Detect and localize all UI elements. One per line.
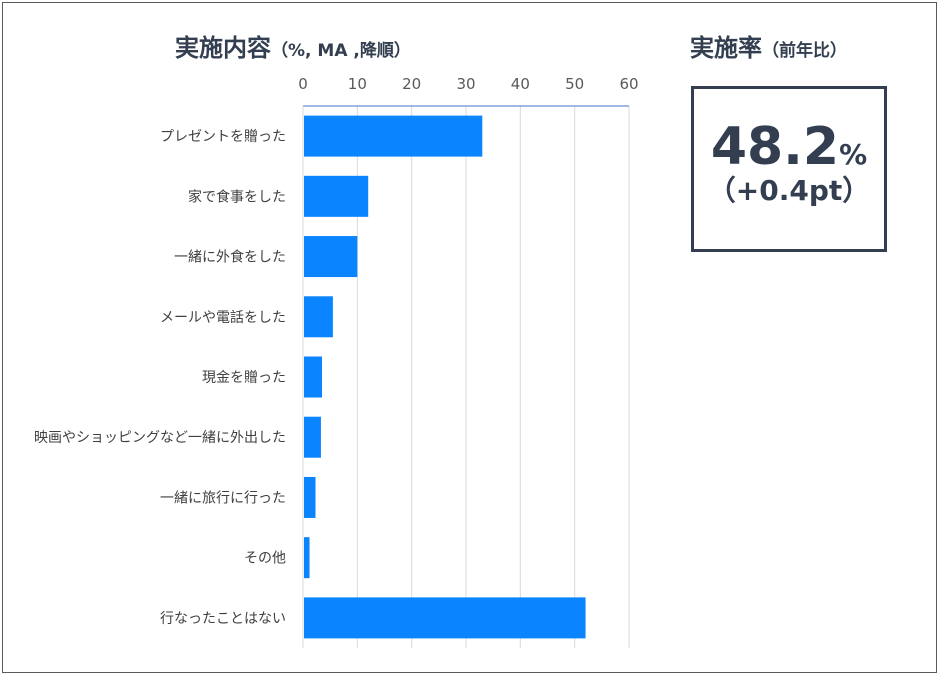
bar-1: [304, 175, 369, 217]
chart-title-suffix: （%, MA ,降順）: [271, 41, 411, 61]
rate-value: 48.2%: [694, 119, 884, 175]
rate-change: （+0.4pt）: [707, 174, 871, 207]
x-tick-label-3: 30: [456, 75, 475, 93]
bar-4: [304, 356, 323, 398]
rate-box: 48.2% （+0.4pt）: [691, 86, 887, 252]
bar-2: [304, 236, 358, 278]
x-tick-label-5: 50: [565, 75, 584, 93]
category-label-3: メールや電話をした: [160, 309, 286, 326]
bar-6: [304, 476, 316, 518]
chart-title: 実施内容（%, MA ,降順）: [175, 28, 475, 63]
category-label-8: 行なったことはない: [160, 611, 286, 627]
x-tick-label-4: 40: [511, 75, 530, 93]
bar-0: [304, 115, 483, 157]
x-tick-label-1: 10: [348, 75, 367, 93]
bar-5: [304, 416, 321, 458]
x-tick-label-2: 20: [402, 75, 421, 93]
category-label-6: 一緒に旅行に行った: [160, 490, 286, 506]
rate-value-number: 48.2: [710, 117, 840, 177]
category-label-1: 家で食事をした: [188, 188, 286, 205]
chart-title-main: 実施内容: [175, 34, 271, 62]
category-label-4: 現金を贈った: [202, 370, 286, 386]
rate-title-main: 実施率: [690, 34, 762, 62]
rate-title-suffix: （前年比）: [762, 41, 847, 61]
category-label-2: 一緒に外食をした: [174, 249, 286, 266]
bar-7: [304, 537, 310, 579]
category-label-7: その他: [244, 551, 286, 567]
bar-3: [304, 296, 333, 338]
category-label-5: 映画やショッピングなど一緒に外出した: [34, 430, 286, 446]
rate-value-unit: %: [839, 138, 868, 171]
x-tick-label-6: 60: [619, 75, 638, 93]
category-label-0: プレゼントを贈った: [160, 129, 286, 145]
x-tick-label-0: 0: [298, 75, 308, 93]
bar-8: [304, 597, 586, 639]
rate-title: 実施率（前年比）: [690, 28, 910, 63]
